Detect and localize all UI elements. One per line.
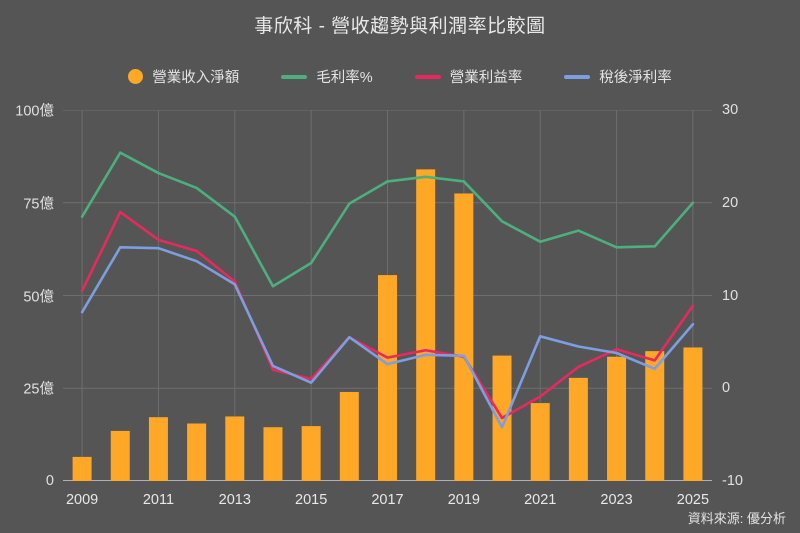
legend-label-net-margin: 稅後淨利率	[599, 70, 672, 86]
bar-revenue-2023[interactable]	[607, 356, 627, 481]
source-note: 資料來源: 優分析	[687, 511, 786, 526]
bar-revenue-2025[interactable]	[683, 347, 703, 481]
bar-revenue-2019[interactable]	[454, 193, 474, 481]
bar-revenue-2013[interactable]	[225, 416, 245, 481]
page-title: 事欣科 - 營收趨勢與利潤率比較圖	[254, 16, 546, 37]
bar-revenue-2018[interactable]	[416, 169, 436, 481]
bar-revenue-2017[interactable]	[378, 275, 397, 481]
y-axis-left-tick: 50億	[23, 289, 54, 305]
legend-item-revenue[interactable]: 營業收入淨額	[128, 66, 239, 87]
legend-label-revenue: 營業收入淨額	[152, 70, 240, 86]
line-marker-icon	[414, 74, 441, 79]
bar-revenue-2012[interactable]	[187, 423, 207, 481]
legend-item-operating-margin[interactable]: 營業利益率	[414, 66, 523, 87]
line-marker-icon	[281, 74, 308, 79]
bar-revenue-2022[interactable]	[568, 377, 588, 481]
chart-svg	[63, 110, 712, 481]
line-毛利率%	[80, 151, 695, 288]
bar-revenue-2015[interactable]	[301, 426, 321, 481]
bar-revenue-2024[interactable]	[645, 351, 665, 481]
x-axis-tick-2011: 2011	[142, 492, 175, 508]
x-axis-tick-2019: 2019	[447, 492, 480, 508]
line-營業利益率	[80, 210, 695, 420]
x-axis-tick-2013: 2013	[218, 492, 251, 508]
legend-label-gross-margin: 毛利率%	[316, 70, 373, 86]
bar-revenue-2010[interactable]	[110, 430, 130, 481]
y-axis-left-tick: 0	[45, 473, 54, 489]
x-axis-tick-2021: 2021	[524, 492, 557, 508]
bar-revenue-2016[interactable]	[339, 391, 359, 481]
x-axis-tick-2025: 2025	[676, 492, 710, 508]
bar-revenue-2009[interactable]	[72, 456, 92, 481]
y-axis-left-tick: 75億	[23, 196, 54, 213]
x-axis-tick-2017: 2017	[371, 492, 404, 508]
y-axis-right-tick: -10	[722, 473, 743, 489]
y-axis-left-tick: 100億	[15, 103, 54, 120]
y-axis-left-tick: 25億	[23, 381, 54, 398]
legend-label-operating-margin: 營業利益率	[449, 70, 523, 86]
bar-revenue-2021[interactable]	[530, 403, 550, 481]
legend-item-net-margin[interactable]: 稅後淨利率	[564, 66, 672, 87]
x-axis-tick-2009: 2009	[65, 492, 99, 508]
legend-item-gross-margin[interactable]: 毛利率%	[281, 66, 373, 87]
line-marker-icon	[564, 74, 591, 79]
chart-legend: 營業收入淨額 毛利率% 營業利益率 稅後淨利率	[0, 66, 800, 87]
y-axis-right-tick: 0	[722, 380, 731, 397]
bar-revenue-2011[interactable]	[148, 417, 168, 481]
line-稅後淨利率	[80, 245, 695, 429]
circle-marker-icon	[128, 69, 144, 84]
x-axis-tick-2015: 2015	[295, 492, 328, 508]
y-axis-right-tick: 10	[722, 287, 739, 304]
y-axis-right-tick: 30	[722, 102, 739, 118]
x-axis-tick-2023: 2023	[600, 492, 633, 508]
bar-revenue-2014[interactable]	[263, 427, 283, 481]
y-axis-right-tick: 20	[722, 194, 739, 211]
plot-area: 0 25億 50億 75億 100億 -10 0 10 20 30 2009 2011 2013 2015…	[15, 102, 743, 508]
